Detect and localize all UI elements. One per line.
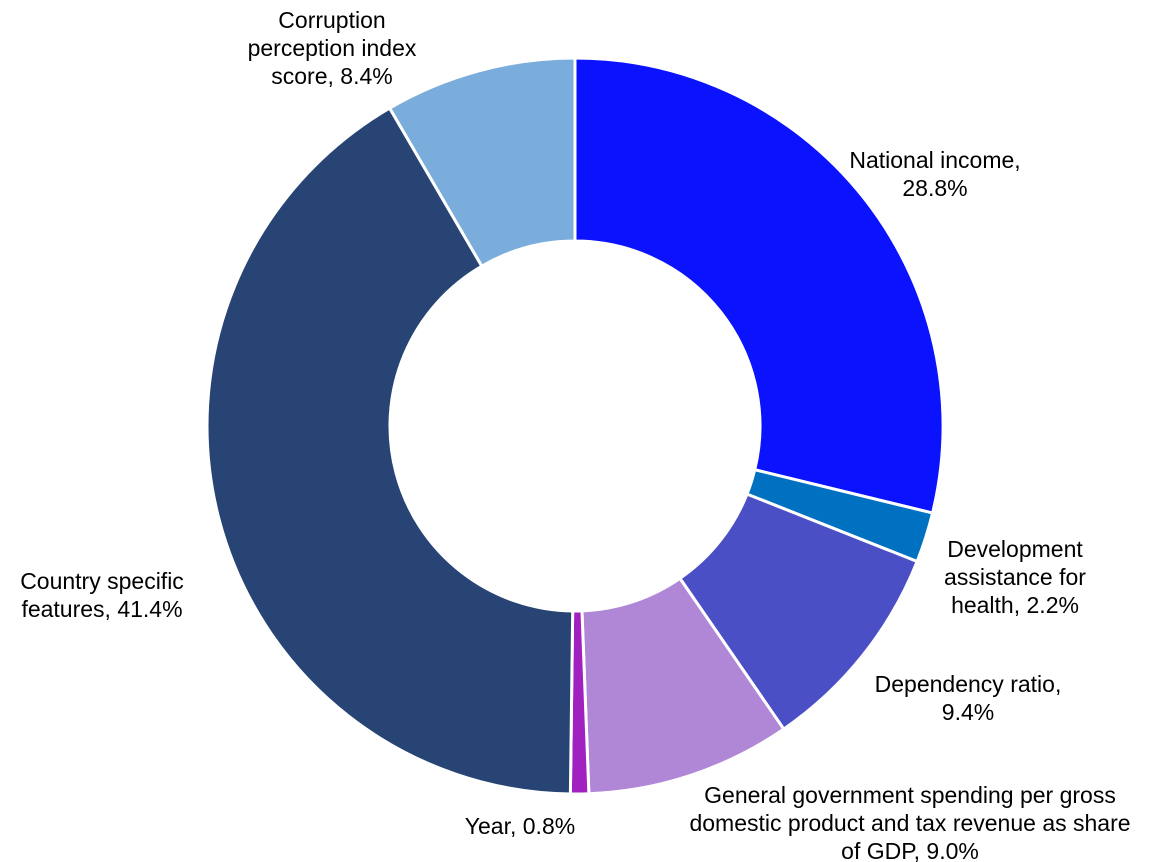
slice-label-country-specific-features: Country specific features, 41.4%	[20, 568, 184, 622]
slice-label-line: Corruption	[278, 7, 385, 33]
slice-label-line: domestic product and tax revenue as shar…	[689, 810, 1130, 836]
slice-label-line: 9.4%	[942, 699, 994, 725]
labels-layer: National income, 28.8% Development assistan…	[20, 7, 1130, 862]
slice-label-line: health, 2.2%	[951, 592, 1079, 618]
slice-label-line: National income,	[849, 147, 1020, 173]
donut-hole	[390, 241, 760, 611]
slice-label-line: Dependency ratio,	[875, 671, 1062, 697]
slice-label-corruption-perception-index-score: Corruption perception index score, 8.4%	[248, 7, 417, 89]
slices-layer	[205, 56, 945, 796]
slice-label-general-government-spending-per-gross-domestic-product-and-tax-revenue-as-share-of-gdp: General government spending per gross dom…	[689, 782, 1130, 862]
slice-label-line: features, 41.4%	[21, 596, 182, 622]
slice-label-line: assistance for	[944, 564, 1086, 590]
slice-label-line: Development	[947, 536, 1083, 562]
slice-label-line: 28.8%	[902, 175, 967, 201]
slice-label-national-income: National income, 28.8%	[849, 147, 1020, 201]
slice-label-development-assistance-for-health: Development assistance for health, 2.2%	[944, 536, 1086, 618]
slice-label-line: General government spending per gross	[704, 782, 1116, 808]
slice-label-dependency-ratio: Dependency ratio, 9.4%	[875, 671, 1062, 725]
slice-label-line: perception index	[248, 35, 417, 61]
slice-label-line: of GDP, 9.0%	[841, 838, 979, 862]
slice-label-line: Country specific	[20, 568, 184, 594]
slice-label-line: score, 8.4%	[271, 63, 392, 89]
slice-label-line: Year, 0.8%	[465, 813, 575, 839]
slice-label-year: Year, 0.8%	[465, 813, 575, 839]
